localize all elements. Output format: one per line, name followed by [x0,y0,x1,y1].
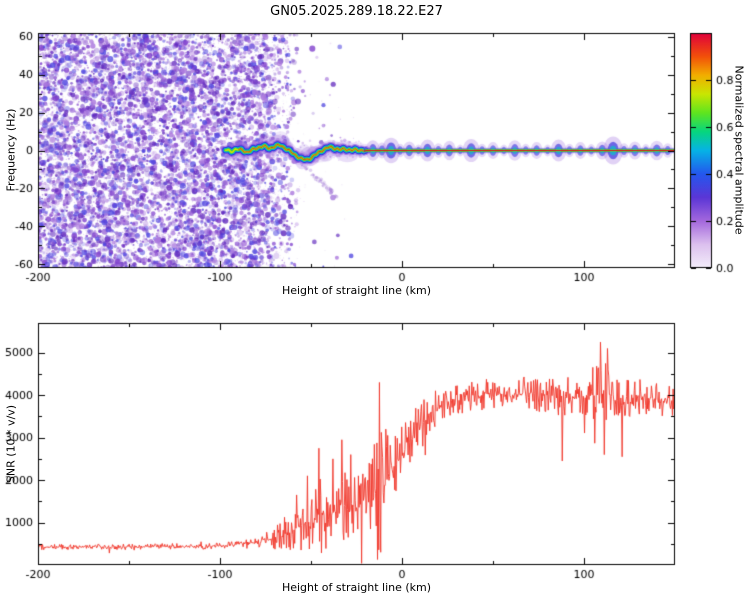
chart-title: GN05.2025.289.18.22.E27 [270,4,443,19]
x-axis-label-bottom: Height of straight line (km) [281,581,432,594]
colorbar-label: Normalized spectral amplitude [732,65,746,235]
y-axis-label-frequency: Frequency (Hz) [4,108,18,192]
y-axis-label-snr: SNR (10 * v/v) [4,404,18,484]
x-axis-label-top: Height of straight line (km) [281,284,432,297]
